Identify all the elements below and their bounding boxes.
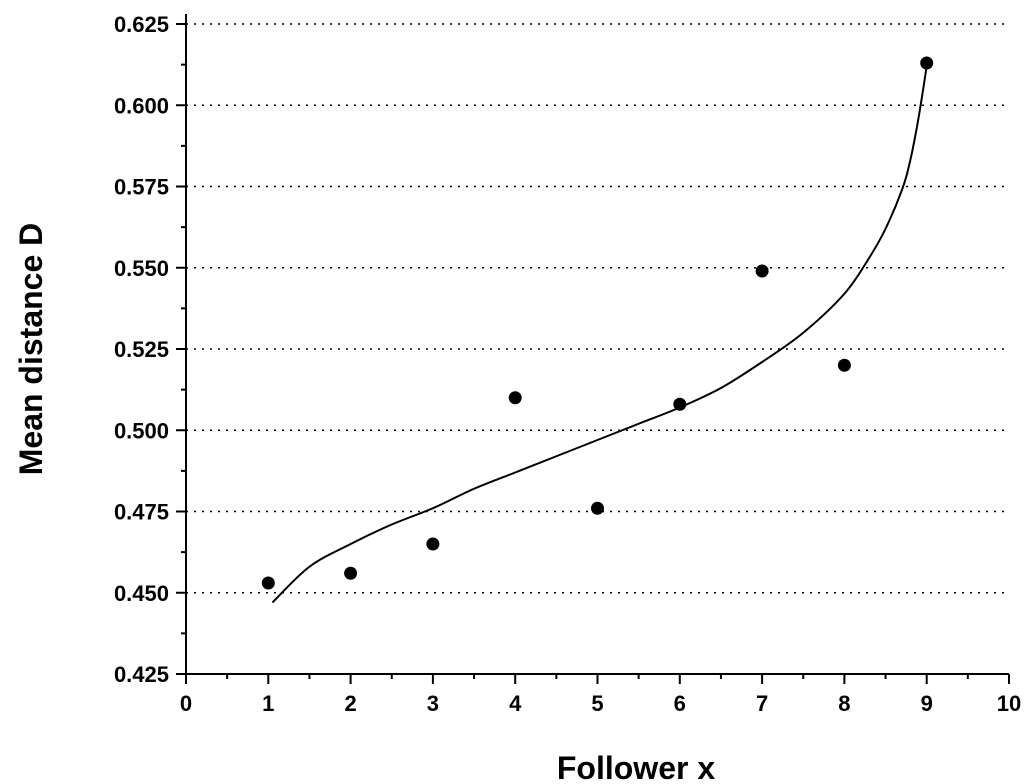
- y-tick-label: 0.625: [114, 12, 169, 37]
- x-tick-label: 5: [591, 691, 603, 716]
- data-points-layer: [261, 56, 934, 590]
- x-tick-label: 3: [427, 691, 439, 716]
- y-tick-label: 0.525: [114, 337, 169, 362]
- x-tick-label: 6: [674, 691, 686, 716]
- fit-curve-layer: [271, 66, 928, 604]
- data-point: [344, 566, 358, 580]
- x-tick-label: 4: [509, 691, 522, 716]
- x-axis-title: Follower x: [557, 750, 715, 784]
- y-tick-label: 0.575: [114, 175, 169, 200]
- y-axis-title: Mean distance D: [13, 223, 49, 476]
- y-tick-label: 0.550: [114, 256, 169, 281]
- data-point: [508, 391, 522, 405]
- data-point: [920, 56, 934, 70]
- x-tick-label: 9: [921, 691, 933, 716]
- y-axis-ticks: 0.425 0.450 0.475 0.500 0.525 0.550 0.575 0.600…: [114, 12, 186, 687]
- grid-lines: [186, 23, 1009, 594]
- data-point: [426, 537, 440, 551]
- x-axis-ticks: 0 1 2 3 4 5 6 7 8 9 10: [180, 674, 1021, 716]
- axes: [185, 14, 1009, 675]
- x-tick-label: 8: [838, 691, 850, 716]
- data-point: [591, 501, 604, 515]
- data-point: [673, 397, 687, 411]
- data-point: [837, 358, 851, 372]
- x-tick-label: 10: [997, 691, 1021, 716]
- y-tick-label: 0.500: [114, 418, 169, 443]
- x-tick-label: 2: [344, 691, 356, 716]
- x-tick-label: 1: [262, 691, 274, 716]
- y-tick-label: 0.425: [114, 662, 169, 687]
- y-tick-label: 0.600: [114, 93, 169, 118]
- x-tick-label: 7: [756, 691, 768, 716]
- fit-curve: [271, 66, 928, 604]
- x-tick-label: 0: [180, 691, 192, 716]
- y-tick-label: 0.450: [114, 581, 169, 606]
- data-point: [755, 264, 769, 278]
- y-tick-label: 0.475: [114, 500, 169, 525]
- data-point: [261, 576, 275, 590]
